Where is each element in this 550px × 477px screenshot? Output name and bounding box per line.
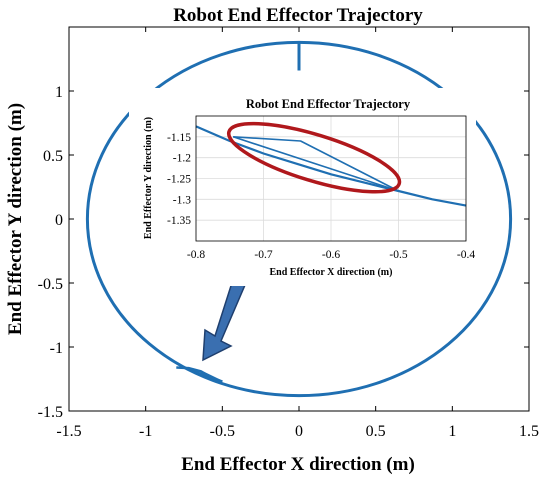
trajectory-circle	[85, 40, 513, 398]
main-x-tick-label: 0	[295, 423, 303, 440]
inset-y-tick-label: -1.35	[167, 215, 191, 227]
inset-chart: Robot End Effector Trajectory -0.8 -0.7 -0…	[129, 88, 476, 286]
inset-x-tick-label: -0.5	[389, 249, 407, 261]
inset-tick-labels: -0.8 -0.7 -0.6 -0.5 -0.4 -1.15 -1.2 -1.25 -1.3 -1…	[167, 132, 475, 261]
main-y-tick-label: 0.5	[43, 148, 63, 165]
inset-plot-area	[195, 121, 467, 207]
main-y-tick-label: -0.5	[38, 276, 63, 293]
main-x-tick-label: 1.5	[519, 423, 539, 440]
main-y-tick-label: 1	[55, 84, 63, 101]
zoom-arrow-shape	[202, 268, 249, 362]
inset-trajectory-arc	[195, 125, 467, 207]
inset-highlight-ellipse	[226, 121, 402, 194]
main-x-tick-label: 1	[448, 423, 456, 440]
main-y-tick-label: -1.5	[38, 404, 63, 421]
inset-y-tick-label: -1.25	[167, 174, 191, 186]
main-title: Robot End Effector Trajectory	[173, 5, 423, 26]
inset-y-axis-label: End Effector Y direction (m)	[143, 117, 154, 239]
inset-x-tick-label: -0.8	[187, 249, 205, 261]
main-x-axis-label: End Effector X direction (m)	[181, 454, 415, 475]
inset-x-tick-label: -0.7	[254, 249, 272, 261]
main-x-tick-label: -0.5	[210, 423, 235, 440]
inset-x-tick-label: -0.6	[322, 249, 340, 261]
inset-detour-lower	[232, 136, 399, 192]
inset-title: Robot End Effector Trajectory	[246, 97, 411, 111]
inset-detour-upper	[233, 136, 399, 192]
main-y-axis-label: End Effector Y direction (m)	[5, 103, 26, 335]
main-ticks	[68, 27, 530, 412]
inset-background	[129, 88, 476, 286]
inset-y-tick-label: -1.2	[173, 153, 191, 165]
main-y-tick-label: 0	[55, 212, 63, 229]
main-x-tick-label: 0.5	[366, 423, 386, 440]
main-y-tick-label: -1	[50, 340, 63, 357]
main-x-tick-label: -1.5	[56, 423, 81, 440]
inset-x-tick-label: -0.4	[457, 249, 475, 261]
main-x-tick-label: -1	[139, 423, 152, 440]
inset-y-tick-label: -1.3	[173, 194, 191, 206]
main-tick-labels: -1.5 -1 -0.5 0 0.5 1 1.5 -1.5 -1 -0.5 0 0.5 1	[38, 84, 539, 440]
zoom-arrow	[202, 268, 249, 362]
inset-axes-frame	[195, 115, 467, 242]
trajectory-detour-loop	[183, 366, 223, 383]
inset-x-axis-label: End Effector X direction (m)	[270, 267, 393, 278]
main-plot-area	[85, 40, 513, 398]
inset-y-tick-label: -1.15	[167, 132, 191, 144]
